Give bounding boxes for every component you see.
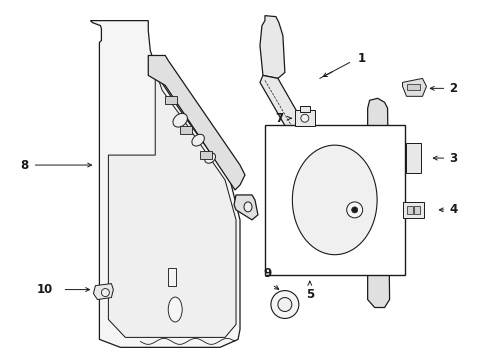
- Circle shape: [351, 207, 357, 213]
- Bar: [200, 151, 212, 159]
- Text: 7: 7: [274, 112, 283, 125]
- Polygon shape: [260, 15, 285, 78]
- Circle shape: [300, 114, 308, 122]
- Bar: [413, 206, 419, 214]
- Ellipse shape: [244, 202, 251, 212]
- Polygon shape: [234, 195, 258, 220]
- Text: 9: 9: [263, 267, 271, 280]
- Bar: [180, 126, 192, 134]
- Polygon shape: [90, 21, 240, 347]
- Text: 4: 4: [448, 203, 457, 216]
- Bar: [402, 202, 424, 218]
- Bar: [294, 110, 314, 126]
- Text: 5: 5: [305, 288, 313, 301]
- Polygon shape: [402, 78, 426, 96]
- Bar: [264, 125, 404, 275]
- Circle shape: [346, 202, 362, 218]
- Text: 6: 6: [359, 186, 367, 199]
- Ellipse shape: [204, 153, 215, 163]
- Text: 3: 3: [448, 152, 457, 165]
- Text: 8: 8: [20, 158, 29, 172]
- Bar: [165, 96, 177, 104]
- Circle shape: [101, 289, 109, 297]
- Ellipse shape: [173, 113, 187, 127]
- Text: 1: 1: [357, 52, 365, 65]
- Ellipse shape: [168, 297, 182, 322]
- Bar: [299, 106, 309, 112]
- Ellipse shape: [191, 134, 204, 146]
- Polygon shape: [108, 71, 236, 337]
- Bar: [406, 84, 420, 90]
- Polygon shape: [367, 98, 389, 307]
- Bar: [406, 206, 412, 214]
- Polygon shape: [260, 75, 364, 240]
- Circle shape: [270, 291, 298, 319]
- Bar: [168, 268, 176, 285]
- Ellipse shape: [292, 145, 376, 255]
- Text: 2: 2: [448, 82, 457, 95]
- Polygon shape: [93, 284, 113, 300]
- Circle shape: [277, 298, 291, 311]
- Text: 10: 10: [36, 283, 52, 296]
- Polygon shape: [148, 55, 244, 190]
- Bar: [405, 143, 421, 173]
